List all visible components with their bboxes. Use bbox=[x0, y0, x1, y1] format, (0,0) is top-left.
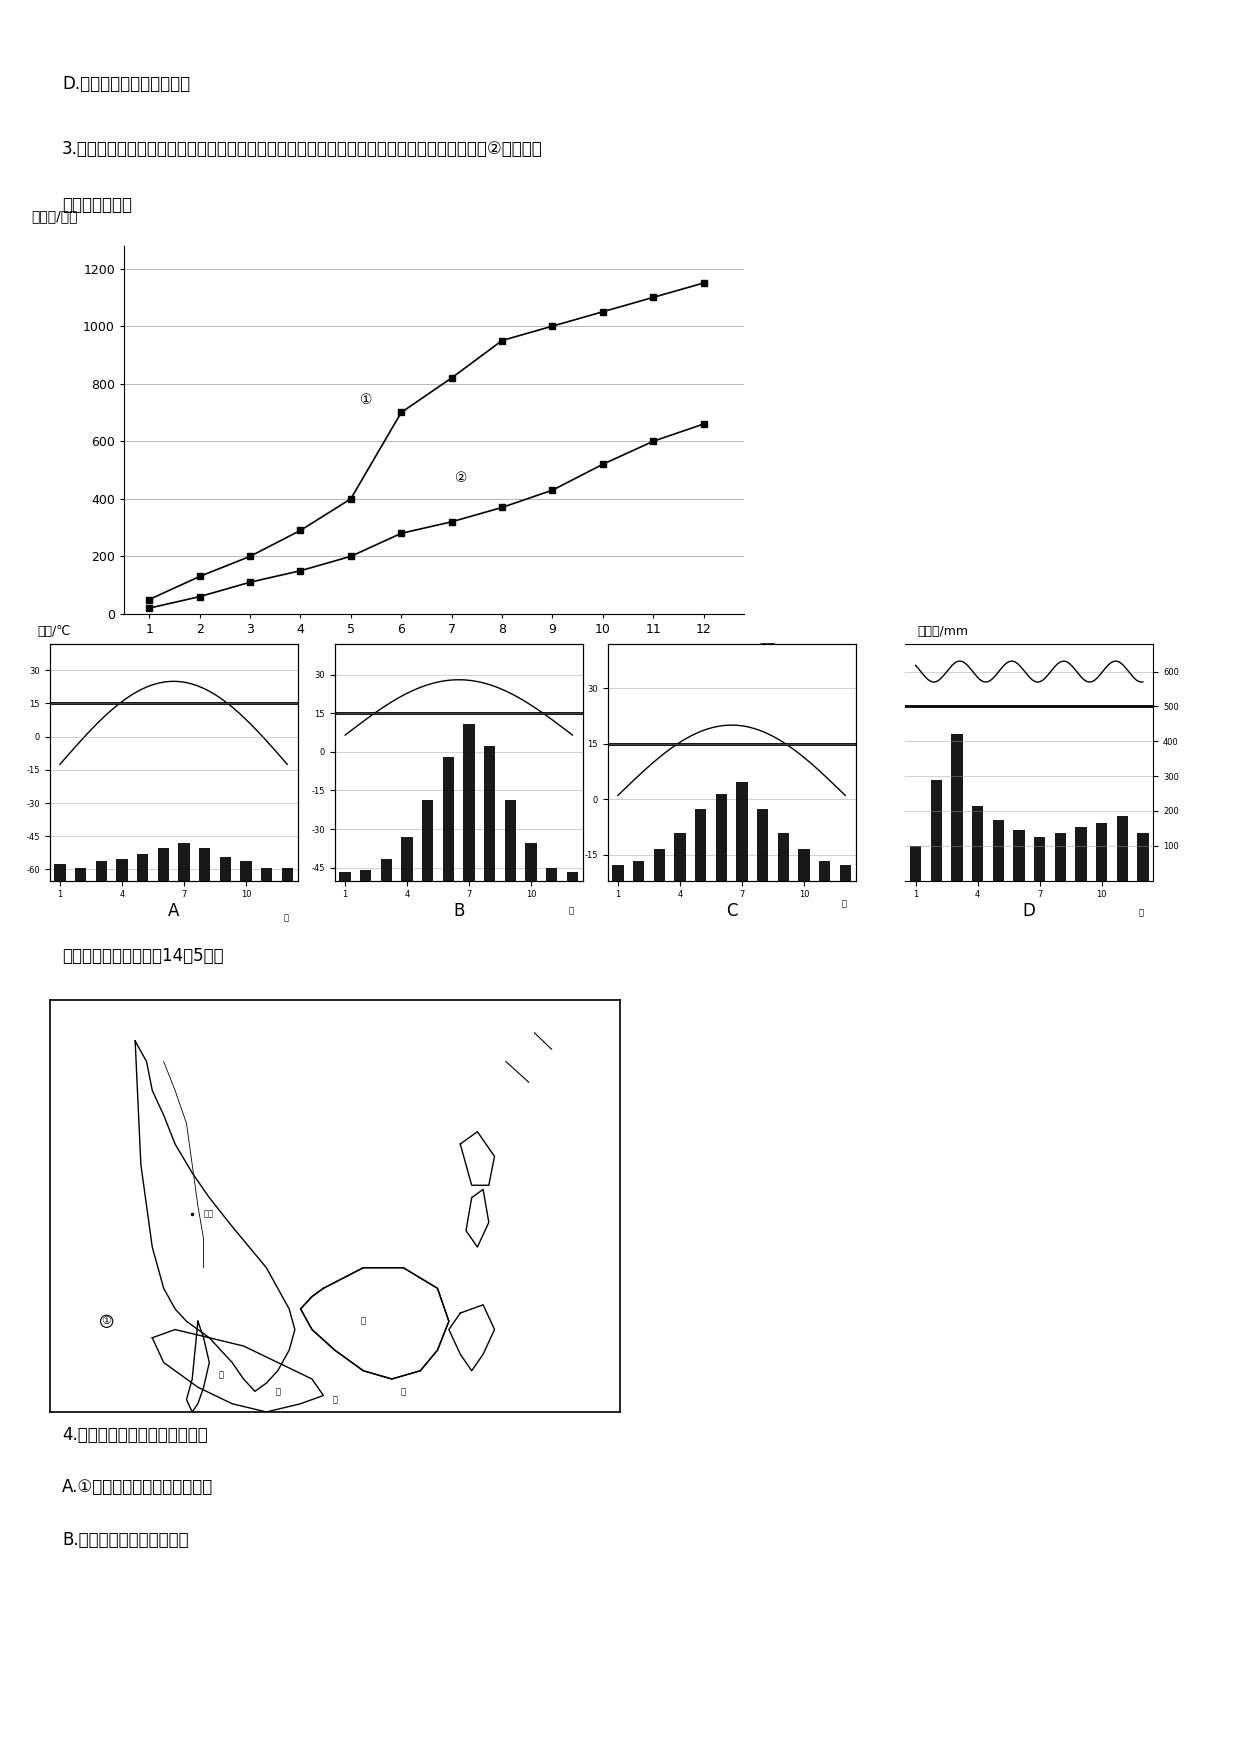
Text: 降水量/mm: 降水量/mm bbox=[918, 624, 968, 638]
Text: 月: 月 bbox=[1138, 909, 1143, 917]
Bar bbox=[1054, 833, 1066, 881]
Bar bbox=[777, 833, 789, 881]
Text: 4.有关东南亚地区叙述正确的是: 4.有关东南亚地区叙述正确的是 bbox=[62, 1426, 208, 1444]
Text: 月: 月 bbox=[841, 900, 846, 909]
Bar bbox=[117, 859, 128, 881]
Bar bbox=[402, 837, 413, 881]
Text: 水特征一致的是: 水特征一致的是 bbox=[62, 196, 131, 214]
Bar bbox=[951, 735, 962, 881]
Text: 婆: 婆 bbox=[361, 1317, 366, 1326]
Bar bbox=[756, 810, 769, 881]
Bar bbox=[198, 849, 211, 881]
Bar bbox=[157, 849, 169, 881]
Text: 3.读北半球亚热带同纬度大陆东、西沿海两地降水量逐月累计曲线图，下列气候资料图中与曲线②反映的降: 3.读北半球亚热带同纬度大陆东、西沿海两地降水量逐月累计曲线图，下列气候资料图中… bbox=[62, 140, 543, 158]
Text: 西: 西 bbox=[332, 1394, 337, 1405]
Bar bbox=[281, 868, 293, 881]
Text: A: A bbox=[167, 902, 180, 921]
Text: B.湄公河流经越南首都金边: B.湄公河流经越南首都金边 bbox=[62, 1531, 188, 1549]
Text: 金边: 金边 bbox=[203, 1210, 213, 1219]
Bar bbox=[260, 868, 273, 881]
Text: ②: ② bbox=[455, 470, 467, 484]
Text: C: C bbox=[725, 902, 738, 921]
Bar bbox=[179, 844, 190, 881]
Bar bbox=[675, 833, 686, 881]
Bar bbox=[422, 800, 434, 881]
Bar bbox=[55, 865, 66, 881]
Text: 月: 月 bbox=[283, 914, 288, 923]
Text: 读东南亚地区图，完成14～5题。: 读东南亚地区图，完成14～5题。 bbox=[62, 947, 223, 965]
Text: ①: ① bbox=[102, 1316, 112, 1326]
Bar bbox=[567, 872, 578, 881]
Bar bbox=[799, 849, 810, 881]
Bar bbox=[613, 865, 624, 881]
Text: 月: 月 bbox=[568, 907, 573, 916]
Text: 度: 度 bbox=[275, 1387, 280, 1396]
Bar bbox=[737, 782, 748, 881]
Text: D.太阳直射点开始向南移动: D.太阳直射点开始向南移动 bbox=[62, 75, 190, 93]
Bar bbox=[464, 724, 475, 881]
Text: B: B bbox=[453, 902, 465, 921]
Text: 气温/℃: 气温/℃ bbox=[37, 624, 71, 638]
Bar bbox=[632, 861, 645, 881]
Bar bbox=[505, 800, 516, 881]
Text: 降水量/毫米: 降水量/毫米 bbox=[31, 209, 77, 223]
Bar bbox=[1116, 816, 1128, 881]
Bar bbox=[992, 819, 1004, 881]
Bar bbox=[972, 805, 983, 881]
Bar bbox=[839, 865, 851, 881]
Bar bbox=[526, 844, 537, 881]
Bar bbox=[340, 872, 351, 881]
Text: 印: 印 bbox=[218, 1370, 223, 1379]
Bar bbox=[546, 868, 558, 881]
Text: 月份: 月份 bbox=[759, 642, 776, 656]
Bar bbox=[1075, 826, 1086, 881]
Text: A.①海峡两屸属于热带季风气候: A.①海峡两屸属于热带季风气候 bbox=[62, 1479, 213, 1496]
Bar bbox=[1096, 823, 1107, 881]
Bar bbox=[653, 849, 665, 881]
Bar bbox=[818, 861, 831, 881]
Bar bbox=[381, 859, 392, 881]
Bar bbox=[95, 861, 107, 881]
Bar bbox=[694, 810, 707, 881]
Bar bbox=[219, 858, 231, 881]
Bar bbox=[1013, 830, 1024, 881]
Bar bbox=[715, 793, 727, 881]
Bar bbox=[241, 861, 252, 881]
Bar bbox=[910, 845, 921, 881]
Bar bbox=[443, 756, 454, 881]
Bar bbox=[1034, 837, 1045, 881]
Text: ①: ① bbox=[360, 393, 372, 407]
Bar bbox=[136, 854, 149, 881]
Bar bbox=[484, 745, 496, 881]
Bar bbox=[360, 870, 372, 881]
Text: 亚: 亚 bbox=[401, 1387, 405, 1396]
Bar bbox=[930, 779, 942, 881]
Bar bbox=[74, 868, 87, 881]
Bar bbox=[1137, 833, 1148, 881]
Text: D: D bbox=[1023, 902, 1035, 921]
